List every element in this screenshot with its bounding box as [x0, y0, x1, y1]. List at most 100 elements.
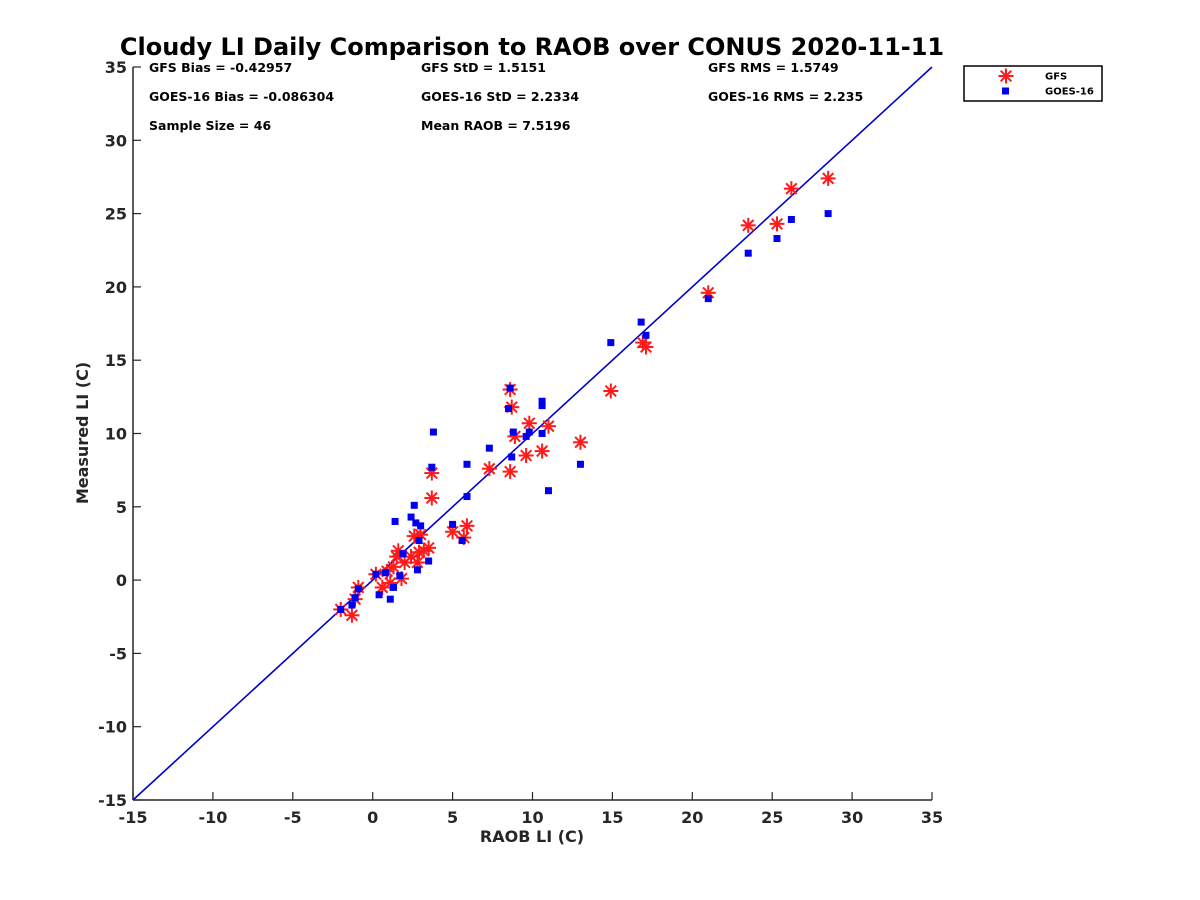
y-tick-label: 20	[105, 278, 127, 297]
data-point-goes16	[415, 537, 423, 545]
data-point-goes16	[354, 585, 362, 593]
stat-label: GOES-16 StD = 2.2334	[421, 89, 579, 104]
data-point-goes16	[509, 428, 517, 436]
data-point-goes16	[463, 493, 471, 501]
y-tick-label: -5	[109, 644, 127, 663]
data-point-goes16	[391, 517, 399, 525]
stat-label: Mean RAOB = 7.5196	[421, 118, 571, 133]
data-point-goes16	[824, 210, 832, 218]
y-tick-label: 10	[105, 425, 127, 444]
y-axis-label: Measured LI (C)	[73, 362, 92, 504]
data-point-goes16	[428, 463, 436, 471]
data-point-goes16	[407, 513, 415, 521]
data-point-gfs	[820, 170, 836, 186]
x-tick-label: 15	[601, 808, 623, 827]
data-point-gfs	[518, 447, 534, 463]
legend: GFS GOES-16	[963, 65, 1103, 102]
data-point-goes16	[544, 487, 552, 495]
y-tick-label: 0	[116, 571, 127, 590]
data-point-goes16	[787, 215, 795, 223]
y-tick-label: 25	[105, 205, 127, 224]
x-tick-label: 25	[761, 808, 783, 827]
legend-label: GOES-16	[1045, 87, 1094, 98]
data-point-gfs	[344, 607, 360, 623]
series-goes-16	[337, 210, 832, 613]
data-point-goes16	[522, 432, 530, 440]
data-point-goes16	[506, 384, 514, 392]
x-tick-label: 35	[921, 808, 943, 827]
y-tick-label: 5	[116, 498, 127, 517]
data-point-gfs	[459, 518, 475, 534]
statistics-annotations: GFS Bias = -0.42957 GFS StD = 1.5151 GFS R…	[149, 60, 863, 133]
data-point-gfs	[638, 339, 654, 355]
data-point-gfs	[521, 415, 537, 431]
data-point-goes16	[412, 519, 420, 527]
data-point-gfs	[385, 559, 401, 575]
x-tick-label: 10	[521, 808, 543, 827]
data-point-goes16	[525, 428, 533, 436]
x-axis-label: RAOB LI (C)	[480, 827, 584, 846]
data-point-gfs	[534, 443, 550, 459]
legend-marker-goes16	[1002, 87, 1009, 95]
data-point-goes16	[704, 295, 712, 303]
data-point-gfs	[783, 181, 799, 197]
data-point-gfs	[572, 434, 588, 450]
data-point-goes16	[642, 331, 650, 339]
data-point-goes16	[429, 428, 437, 436]
data-point-goes16	[351, 594, 359, 602]
y-tick-label: 30	[105, 131, 127, 150]
x-tick-label: 0	[367, 808, 378, 827]
stat-label: GFS Bias = -0.42957	[149, 60, 292, 75]
y-tick-label: 15	[105, 351, 127, 370]
data-point-gfs	[481, 461, 497, 477]
data-point-goes16	[410, 501, 418, 509]
data-point-goes16	[485, 444, 493, 452]
data-point-goes16	[637, 318, 645, 326]
data-point-goes16	[576, 460, 584, 468]
y-tick-label: -15	[98, 791, 127, 810]
data-point-goes16	[607, 339, 615, 347]
data-point-gfs	[540, 418, 556, 434]
data-point-goes16	[505, 405, 513, 413]
data-point-goes16	[463, 460, 471, 468]
data-point-goes16	[425, 557, 433, 565]
data-point-gfs	[445, 524, 461, 540]
data-point-goes16	[381, 569, 389, 577]
data-point-goes16	[538, 430, 546, 437]
data-point-gfs	[603, 383, 619, 399]
data-point-goes16	[372, 570, 380, 578]
x-tick-label: 5	[447, 808, 458, 827]
data-point-gfs	[424, 490, 440, 506]
legend-marker-gfs	[998, 68, 1014, 84]
data-point-goes16	[773, 235, 781, 243]
data-point-goes16	[399, 550, 407, 558]
y-tick-label: -10	[98, 718, 127, 737]
axes-layer: -15 -10 -5 0 5 10 15 20 25 30 35 -15 -10 -5 0 5 10 15 20 25…	[98, 58, 943, 827]
data-point-goes16	[396, 572, 404, 580]
stat-label: GOES-16 Bias = -0.086304	[149, 89, 334, 104]
y-tick-label: 35	[105, 58, 127, 77]
data-point-goes16	[413, 566, 421, 574]
chart-title: Cloudy LI Daily Comparison to RAOB over …	[120, 33, 944, 61]
series-layer	[333, 170, 836, 623]
data-point-goes16	[389, 583, 397, 591]
x-tick-label: -5	[284, 808, 302, 827]
data-point-goes16	[508, 453, 516, 461]
legend-label: GFS	[1045, 72, 1067, 83]
data-point-gfs	[740, 217, 756, 233]
stat-label: GOES-16 RMS = 2.235	[708, 89, 863, 104]
x-tick-label: 30	[841, 808, 863, 827]
data-point-goes16	[417, 522, 425, 530]
data-point-gfs	[769, 216, 785, 232]
x-tick-label: -15	[119, 808, 148, 827]
data-point-goes16	[538, 397, 546, 405]
stat-label: GFS RMS = 1.5749	[708, 60, 839, 75]
data-point-goes16	[538, 402, 546, 410]
stat-label: Sample Size = 46	[149, 118, 271, 133]
legend-box	[963, 65, 1103, 102]
data-point-goes16	[337, 605, 345, 613]
data-point-goes16	[386, 595, 394, 603]
data-point-goes16	[744, 249, 752, 257]
